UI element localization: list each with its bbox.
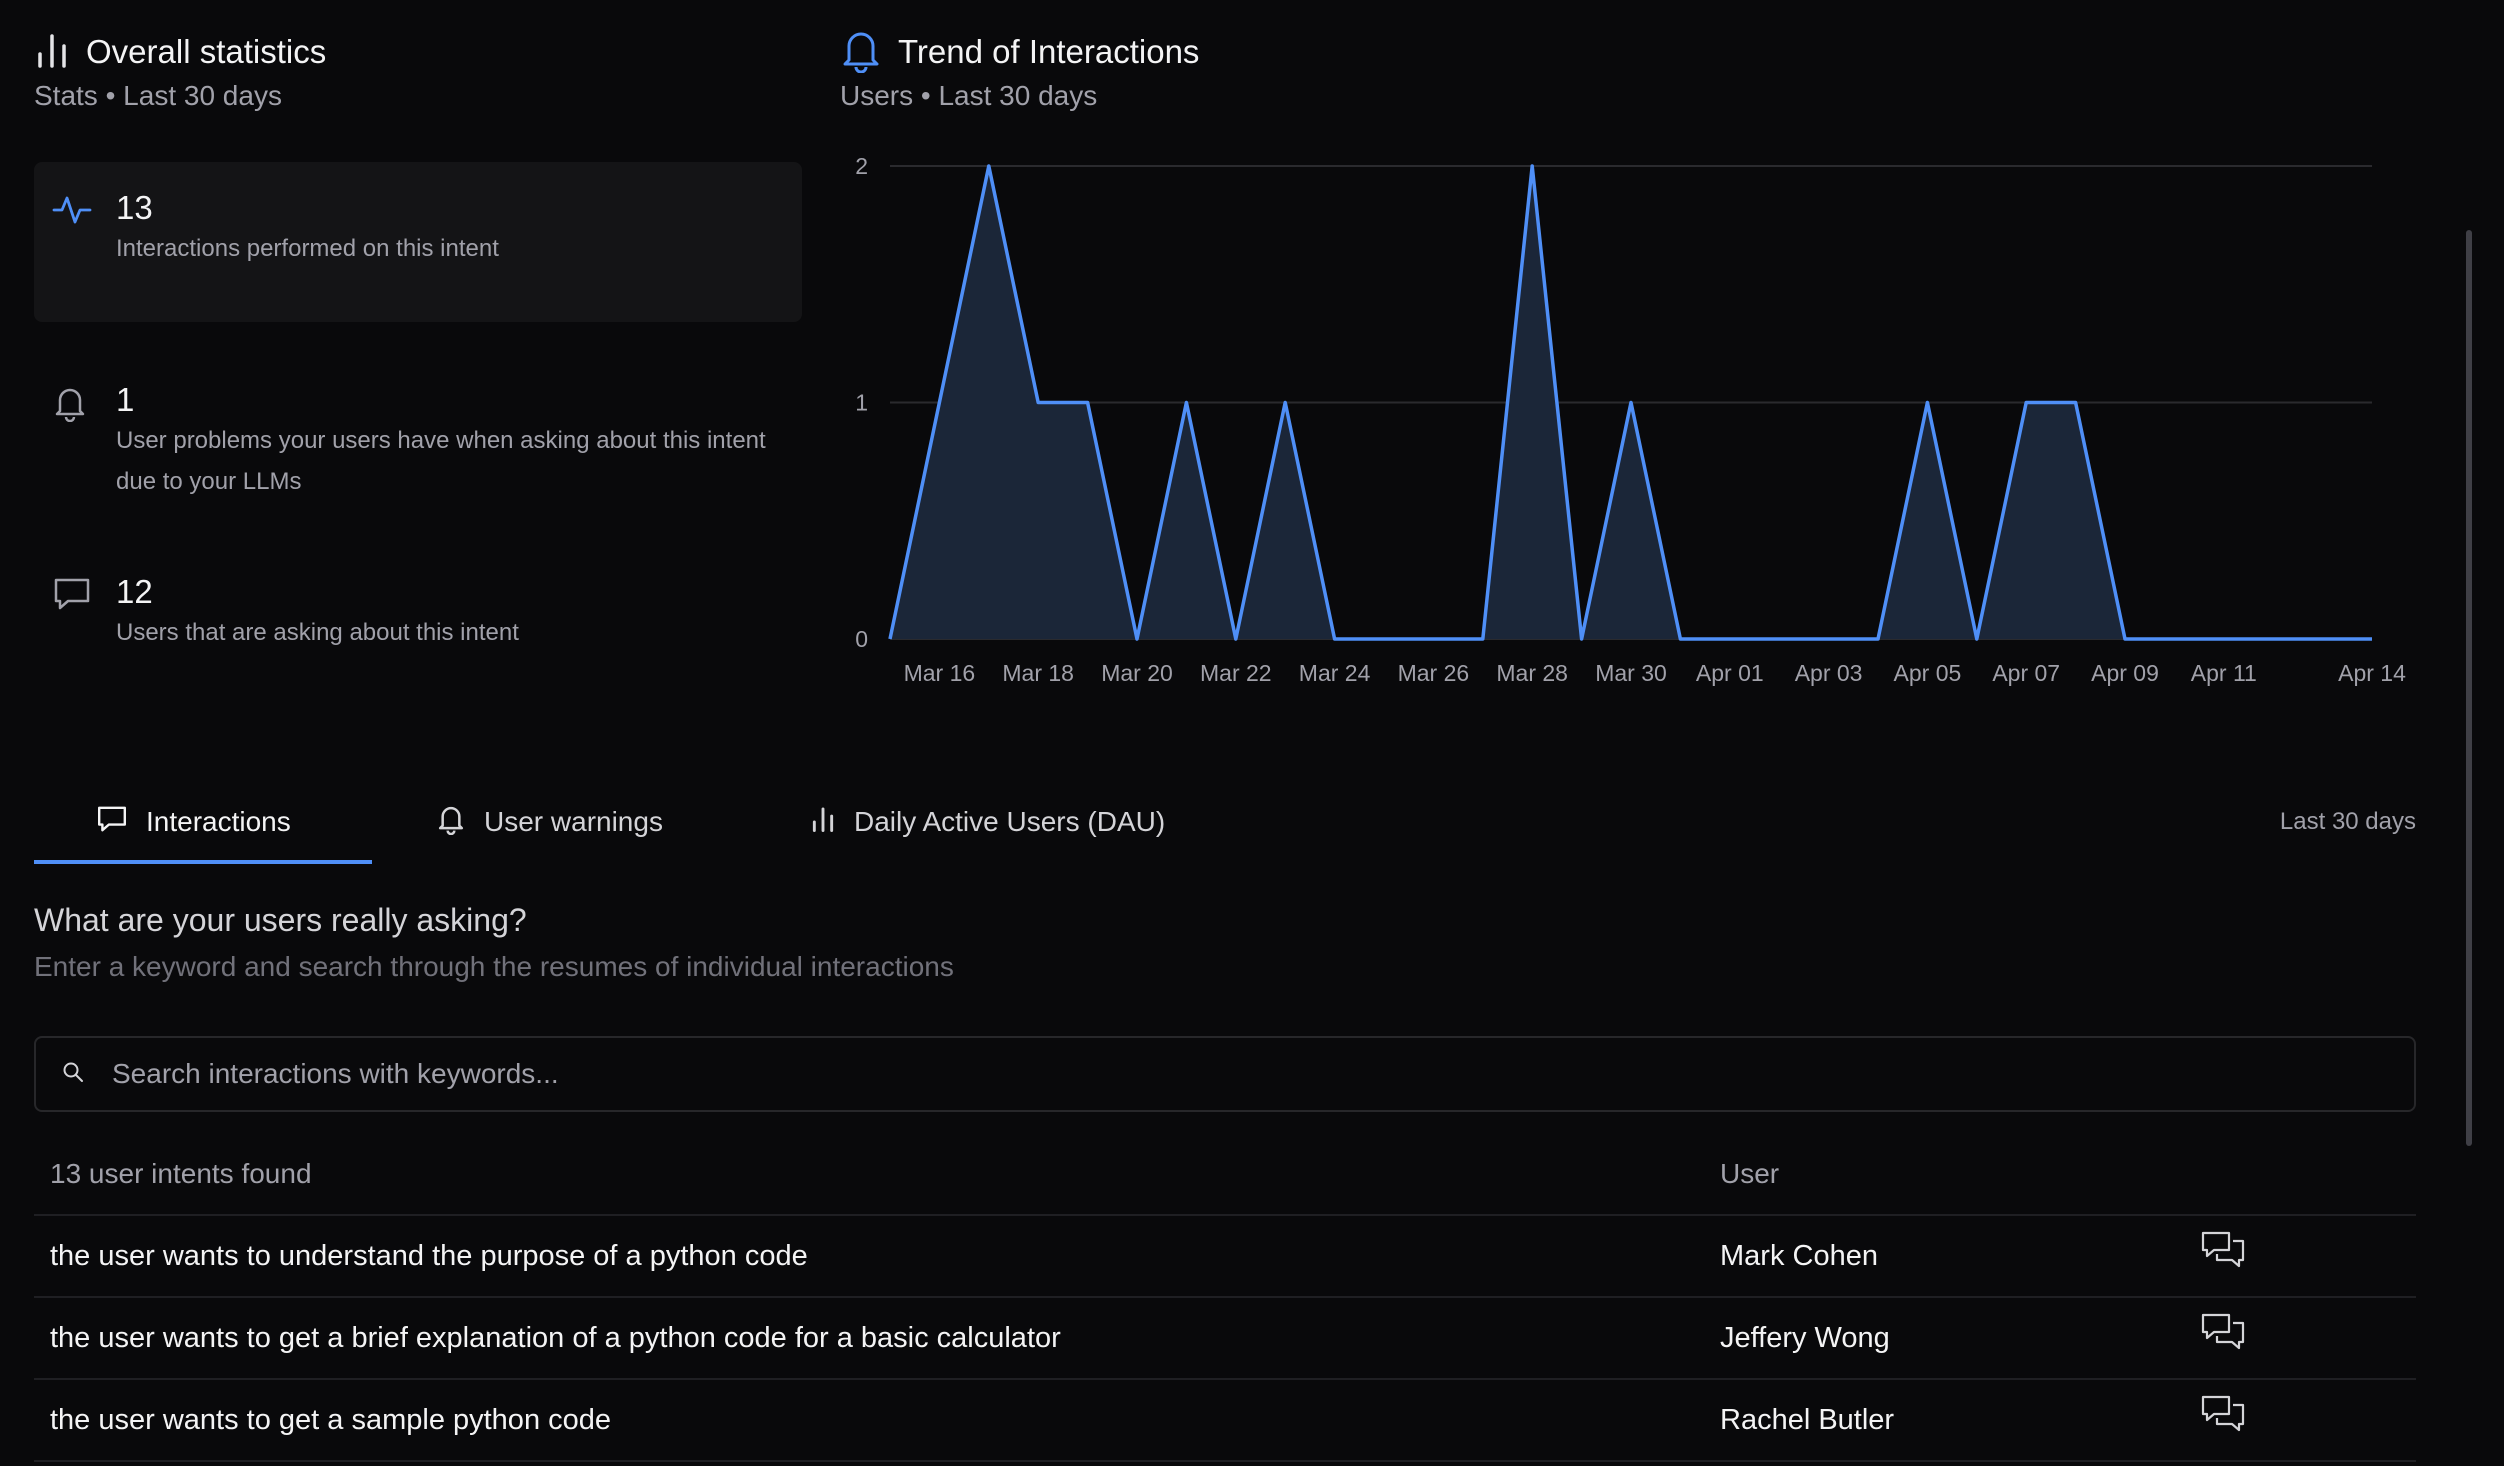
trend-title: Trend of Interactions: [898, 33, 1200, 70]
stat-description: Interactions performed on this intent: [116, 235, 499, 262]
search-intro: What are your users really asking? Enter…: [34, 902, 954, 983]
tab-label: Interactions: [146, 806, 291, 837]
user-cell: Mark Cohen: [1720, 1239, 1878, 1272]
stat-card-interactions: 13 Interactions performed on this intent: [34, 162, 802, 322]
scrollbar[interactable]: [2466, 230, 2472, 1146]
overall-statistics-subtitle: Stats • Last 30 days: [34, 80, 282, 111]
stat-value: 12: [116, 573, 153, 610]
overall-statistics-title: Overall statistics: [86, 33, 327, 70]
intent-cell: the user wants to get a sample python co…: [50, 1403, 612, 1436]
y-tick-label: 2: [855, 153, 868, 179]
search-intro-title: What are your users really asking?: [34, 902, 527, 938]
trend-chart: 0 1 2 Mar 16 Mar 18 Mar 20 Mar 22 Mar 24 Mar 26 M…: [855, 153, 2406, 686]
search-icon: [36, 1061, 84, 1088]
x-tick-label: Mar 18: [1002, 660, 1074, 686]
stat-description: Users that are asking about this intent: [116, 619, 519, 646]
chat-bubbles-icon: [2200, 1313, 2246, 1363]
x-tick-label: Apr 01: [1696, 660, 1764, 686]
date-range-label: Last 30 days: [2279, 808, 2416, 835]
search-intro-subtitle: Enter a keyword and search through the r…: [34, 951, 954, 982]
x-tick-label: Mar 22: [1200, 660, 1272, 686]
bell-icon: [840, 27, 882, 78]
tab-bar: Interactions User warnings Daily Active …: [34, 780, 2416, 864]
trend-subtitle: Users • Last 30 days: [840, 80, 1098, 111]
conversation-button[interactable]: [2200, 1230, 2416, 1282]
search-input[interactable]: [110, 1057, 2310, 1091]
table-row[interactable]: the user wants to get a sample python co…: [34, 1380, 2416, 1462]
y-tick-label: 1: [855, 390, 868, 416]
trend-panel: Trend of Interactions Users • Last 30 da…: [840, 26, 2420, 706]
stat-card-users: 12 Users that are asking about this inte…: [34, 546, 802, 679]
trend-header: Trend of Interactions: [840, 26, 2420, 78]
tab-label: User warnings: [484, 806, 663, 837]
intent-cell: the user wants to understand the purpose…: [50, 1239, 808, 1272]
stat-value: 13: [116, 189, 153, 226]
x-tick-label: Mar 16: [904, 660, 976, 686]
x-tick-label: Apr 03: [1795, 660, 1863, 686]
message-icon: [52, 572, 100, 653]
chat-bubbles-icon: [2200, 1395, 2246, 1445]
chat-bubbles-icon: [2200, 1231, 2246, 1281]
bell-icon: [52, 380, 100, 502]
tab-interactions[interactable]: Interactions: [96, 780, 291, 864]
x-tick-label: Apr 09: [2091, 660, 2159, 686]
user-cell: Jeffery Wong: [1720, 1321, 1890, 1354]
x-tick-label: Mar 26: [1398, 660, 1470, 686]
user-cell: Rachel Butler: [1720, 1403, 1895, 1436]
table-row[interactable]: the user wants to get a brief explanatio…: [34, 1298, 2416, 1380]
activity-icon: [52, 188, 100, 296]
message-icon: [96, 804, 128, 841]
x-tick-label: Apr 14: [2338, 660, 2406, 686]
overall-statistics-header: Overall statistics: [34, 26, 802, 78]
conversation-button[interactable]: [2200, 1394, 2416, 1446]
table-row[interactable]: the user wants to understand the purpose…: [34, 1216, 2416, 1298]
user-column-header: User: [1720, 1158, 1780, 1189]
table-header: 13 user intents found User: [34, 1134, 2416, 1216]
x-tick-label: Mar 20: [1101, 660, 1173, 686]
series-line: [888, 164, 2372, 641]
active-tab-indicator: [34, 860, 372, 864]
search-bar[interactable]: [34, 1036, 2416, 1112]
tab-label: Daily Active Users (DAU): [854, 806, 1166, 837]
stat-value: 1: [116, 381, 135, 418]
overall-statistics-panel: Overall statistics Stats • Last 30 days …: [34, 26, 802, 646]
bar-chart-icon: [34, 30, 70, 75]
intent-cell: the user wants to get a brief explanatio…: [50, 1321, 1061, 1354]
x-tick-label: Mar 24: [1299, 660, 1371, 686]
tab-daily-active-users[interactable]: Daily Active Users (DAU): [810, 780, 1165, 864]
stat-card-user-problems: 1 User problems your users have when ask…: [34, 354, 802, 528]
tab-user-warnings[interactable]: User warnings: [436, 780, 663, 864]
bell-icon: [436, 803, 466, 842]
bar-chart-icon: [810, 804, 836, 841]
conversation-button[interactable]: [2200, 1312, 2416, 1364]
x-tick-label: Mar 30: [1595, 660, 1667, 686]
stat-description: User problems your users have when askin…: [116, 427, 766, 495]
x-tick-label: Apr 05: [1894, 660, 1962, 686]
x-tick-label: Apr 11: [2191, 660, 2257, 686]
intents-table: 13 user intents found User the user want…: [34, 1134, 2416, 1462]
y-tick-label: 0: [855, 626, 868, 652]
x-tick-label: Apr 07: [1992, 660, 2060, 686]
intents-count-label: 13 user intents found: [50, 1158, 312, 1189]
x-tick-label: Mar 28: [1496, 660, 1568, 686]
